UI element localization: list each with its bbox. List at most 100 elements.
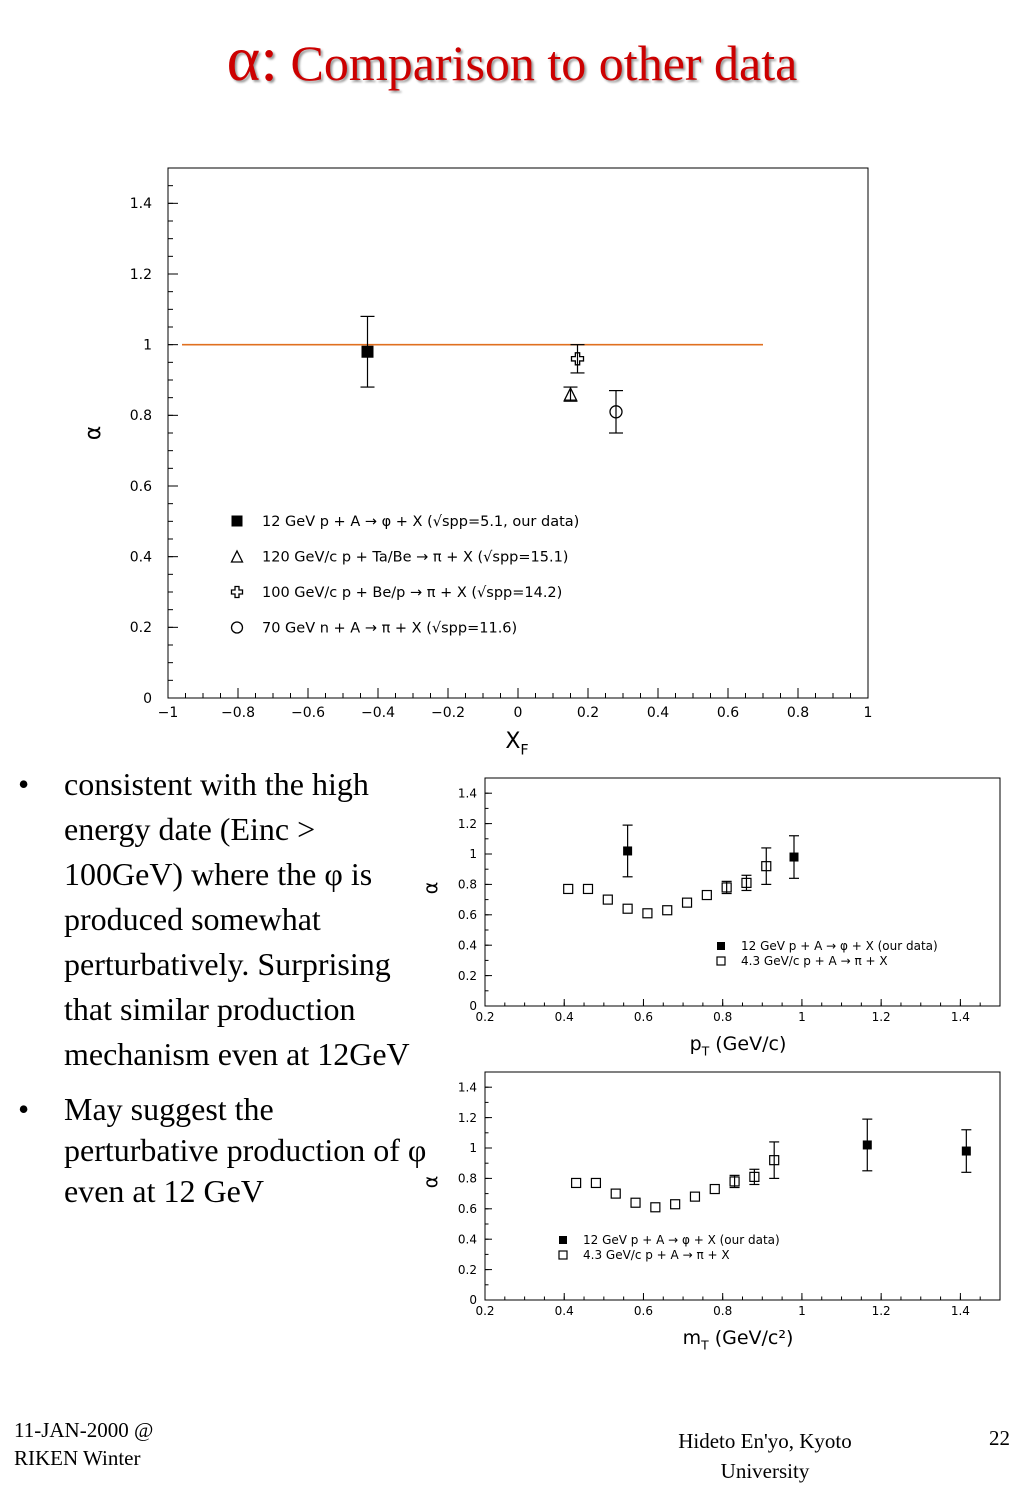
open-cross-marker (570, 352, 585, 366)
bullet-item: • consistent with the high energy date (… (18, 762, 428, 1077)
y-tick-label: 0.8 (130, 408, 152, 424)
y-tick-label: 0.8 (458, 878, 477, 892)
open-square-marker (729, 1176, 740, 1187)
plot-frame (484, 1071, 1001, 1301)
y-tick-label: 1 (469, 847, 477, 861)
open-square-marker (749, 1171, 760, 1182)
x-tick-label: 1 (864, 705, 873, 721)
bullet-text: consistent with the high energy date (Ei… (64, 766, 410, 1072)
data-series (609, 390, 623, 434)
open-square-marker (610, 1188, 621, 1199)
plot-frame (484, 777, 1001, 1007)
y-tick-label: 1 (143, 338, 152, 354)
x-axis-label: mT (GeV/c²) (683, 1327, 794, 1353)
footer-date: 11-JAN-2000 @ RIKEN Winter (14, 1416, 153, 1472)
x-tick-label: −0.4 (361, 705, 395, 721)
open-square-marker (630, 1197, 641, 1208)
y-axis-label: α (81, 426, 106, 441)
x-tick-label: 0.2 (475, 1010, 494, 1024)
open-square-marker (709, 1183, 720, 1195)
filled-square-marker (623, 846, 633, 856)
open-cross-marker (230, 585, 244, 599)
y-tick-label: 0 (143, 691, 152, 707)
y-tick-label: 0.4 (458, 938, 477, 952)
filled-square-marker (961, 1146, 971, 1156)
open-square-marker (563, 883, 574, 895)
x-tick-label: 0.4 (555, 1304, 574, 1318)
open-square-marker (741, 877, 752, 888)
bullet-list: • consistent with the high energy date (… (18, 762, 428, 1212)
open-triangle-marker (563, 386, 578, 401)
filled-square-marker (717, 942, 725, 950)
x-tick-label: 0.6 (634, 1304, 653, 1318)
footer-author-line2: University (720, 1459, 810, 1483)
x-axis-label: XF (505, 729, 528, 759)
data-series (563, 847, 772, 919)
open-square-marker (670, 1199, 681, 1210)
pt-comparison-chart: 0.2 0.4 0.6 0.8 1 1.2 1.400.20.40.60.811.21.4α… (420, 777, 1001, 1059)
y-tick-label: 0 (469, 999, 477, 1013)
open-square-marker (761, 861, 772, 872)
x-tick-label: 0.8 (713, 1304, 732, 1318)
slide-title: α: Comparison to other data (0, 22, 1024, 96)
open-square-marker (602, 894, 613, 905)
data-series (563, 386, 578, 402)
open-square-marker (558, 1250, 568, 1260)
open-square-marker (689, 1191, 701, 1202)
filled-square-marker (862, 1140, 872, 1150)
open-triangle-marker (230, 549, 244, 563)
y-tick-label: 1.2 (130, 267, 152, 283)
y-tick-label: 1.4 (458, 1080, 477, 1094)
y-tick-label: 0.8 (458, 1172, 477, 1186)
footer-date-line2: RIKEN Winter (14, 1446, 141, 1470)
x-tick-label: 0 (514, 705, 523, 721)
y-tick-label: 1.4 (458, 786, 477, 800)
open-square-marker (650, 1202, 661, 1213)
y-tick-label: 1.4 (130, 196, 152, 212)
y-tick-label: 0.2 (458, 1263, 477, 1277)
x-tick-label: −0.2 (431, 705, 465, 721)
x-axis-label: pT (GeV/c) (690, 1033, 787, 1059)
y-tick-label: 0.6 (458, 1202, 477, 1216)
x-tick-label: 0.8 (787, 705, 809, 721)
x-tick-label: 0.6 (717, 705, 739, 721)
x-tick-label: 0.8 (713, 1010, 732, 1024)
title-text: Comparison to other data (290, 35, 798, 91)
bullet-dot: • (18, 766, 30, 802)
filled-square-marker (361, 345, 374, 358)
data-series (862, 1118, 972, 1173)
y-tick-label: 0.6 (458, 908, 477, 922)
open-square-marker (622, 903, 633, 914)
xf-comparison-chart: −1 −0.8 −0.6 −0.4 −0.2 0 0.2 0.4 0.6 0.8 1 0 0.2 0.4 0… (81, 167, 873, 759)
y-tick-label: 0.2 (458, 969, 477, 983)
open-square-marker (716, 956, 726, 966)
legend-entry: 12 GeV p + A → φ + X (√spp=5.1, our data… (262, 514, 579, 530)
y-tick-label: 1.2 (458, 1111, 477, 1125)
mt-comparison-chart: 0.2 0.4 0.6 0.8 1 1.2 1.400.20.40.60.811.21.4α… (420, 1071, 1001, 1353)
footer-date-line1: 11-JAN-2000 @ (14, 1418, 154, 1442)
x-tick-label: 1.2 (872, 1010, 891, 1024)
filled-square-marker (789, 852, 799, 862)
x-tick-label: 0.4 (647, 705, 669, 721)
legend-entry: 12 GeV p + A → φ + X (our data) (741, 939, 938, 953)
open-square-marker (721, 882, 732, 893)
page-number: 22 (989, 1426, 1010, 1450)
x-tick-label: −1 (158, 705, 179, 721)
x-tick-label: 1 (798, 1304, 806, 1318)
data-series (622, 824, 799, 879)
filled-square-marker (559, 1236, 567, 1244)
y-tick-label: 0.4 (130, 550, 152, 566)
x-tick-label: −0.6 (291, 705, 325, 721)
bullet-item: • May suggest the perturbative productio… (18, 1089, 428, 1212)
open-square-marker (701, 889, 712, 901)
filled-square-marker (231, 515, 243, 527)
x-tick-label: 1.4 (951, 1304, 970, 1318)
x-tick-label: 0.2 (475, 1304, 494, 1318)
legend-entry: 12 GeV p + A → φ + X (our data) (583, 1233, 780, 1247)
data-series (571, 1141, 780, 1213)
data-series (570, 344, 585, 374)
y-tick-label: 1 (469, 1141, 477, 1155)
x-tick-label: 1.4 (951, 1010, 970, 1024)
x-tick-label: 0.4 (555, 1010, 574, 1024)
bullet-dot: • (18, 1091, 30, 1127)
